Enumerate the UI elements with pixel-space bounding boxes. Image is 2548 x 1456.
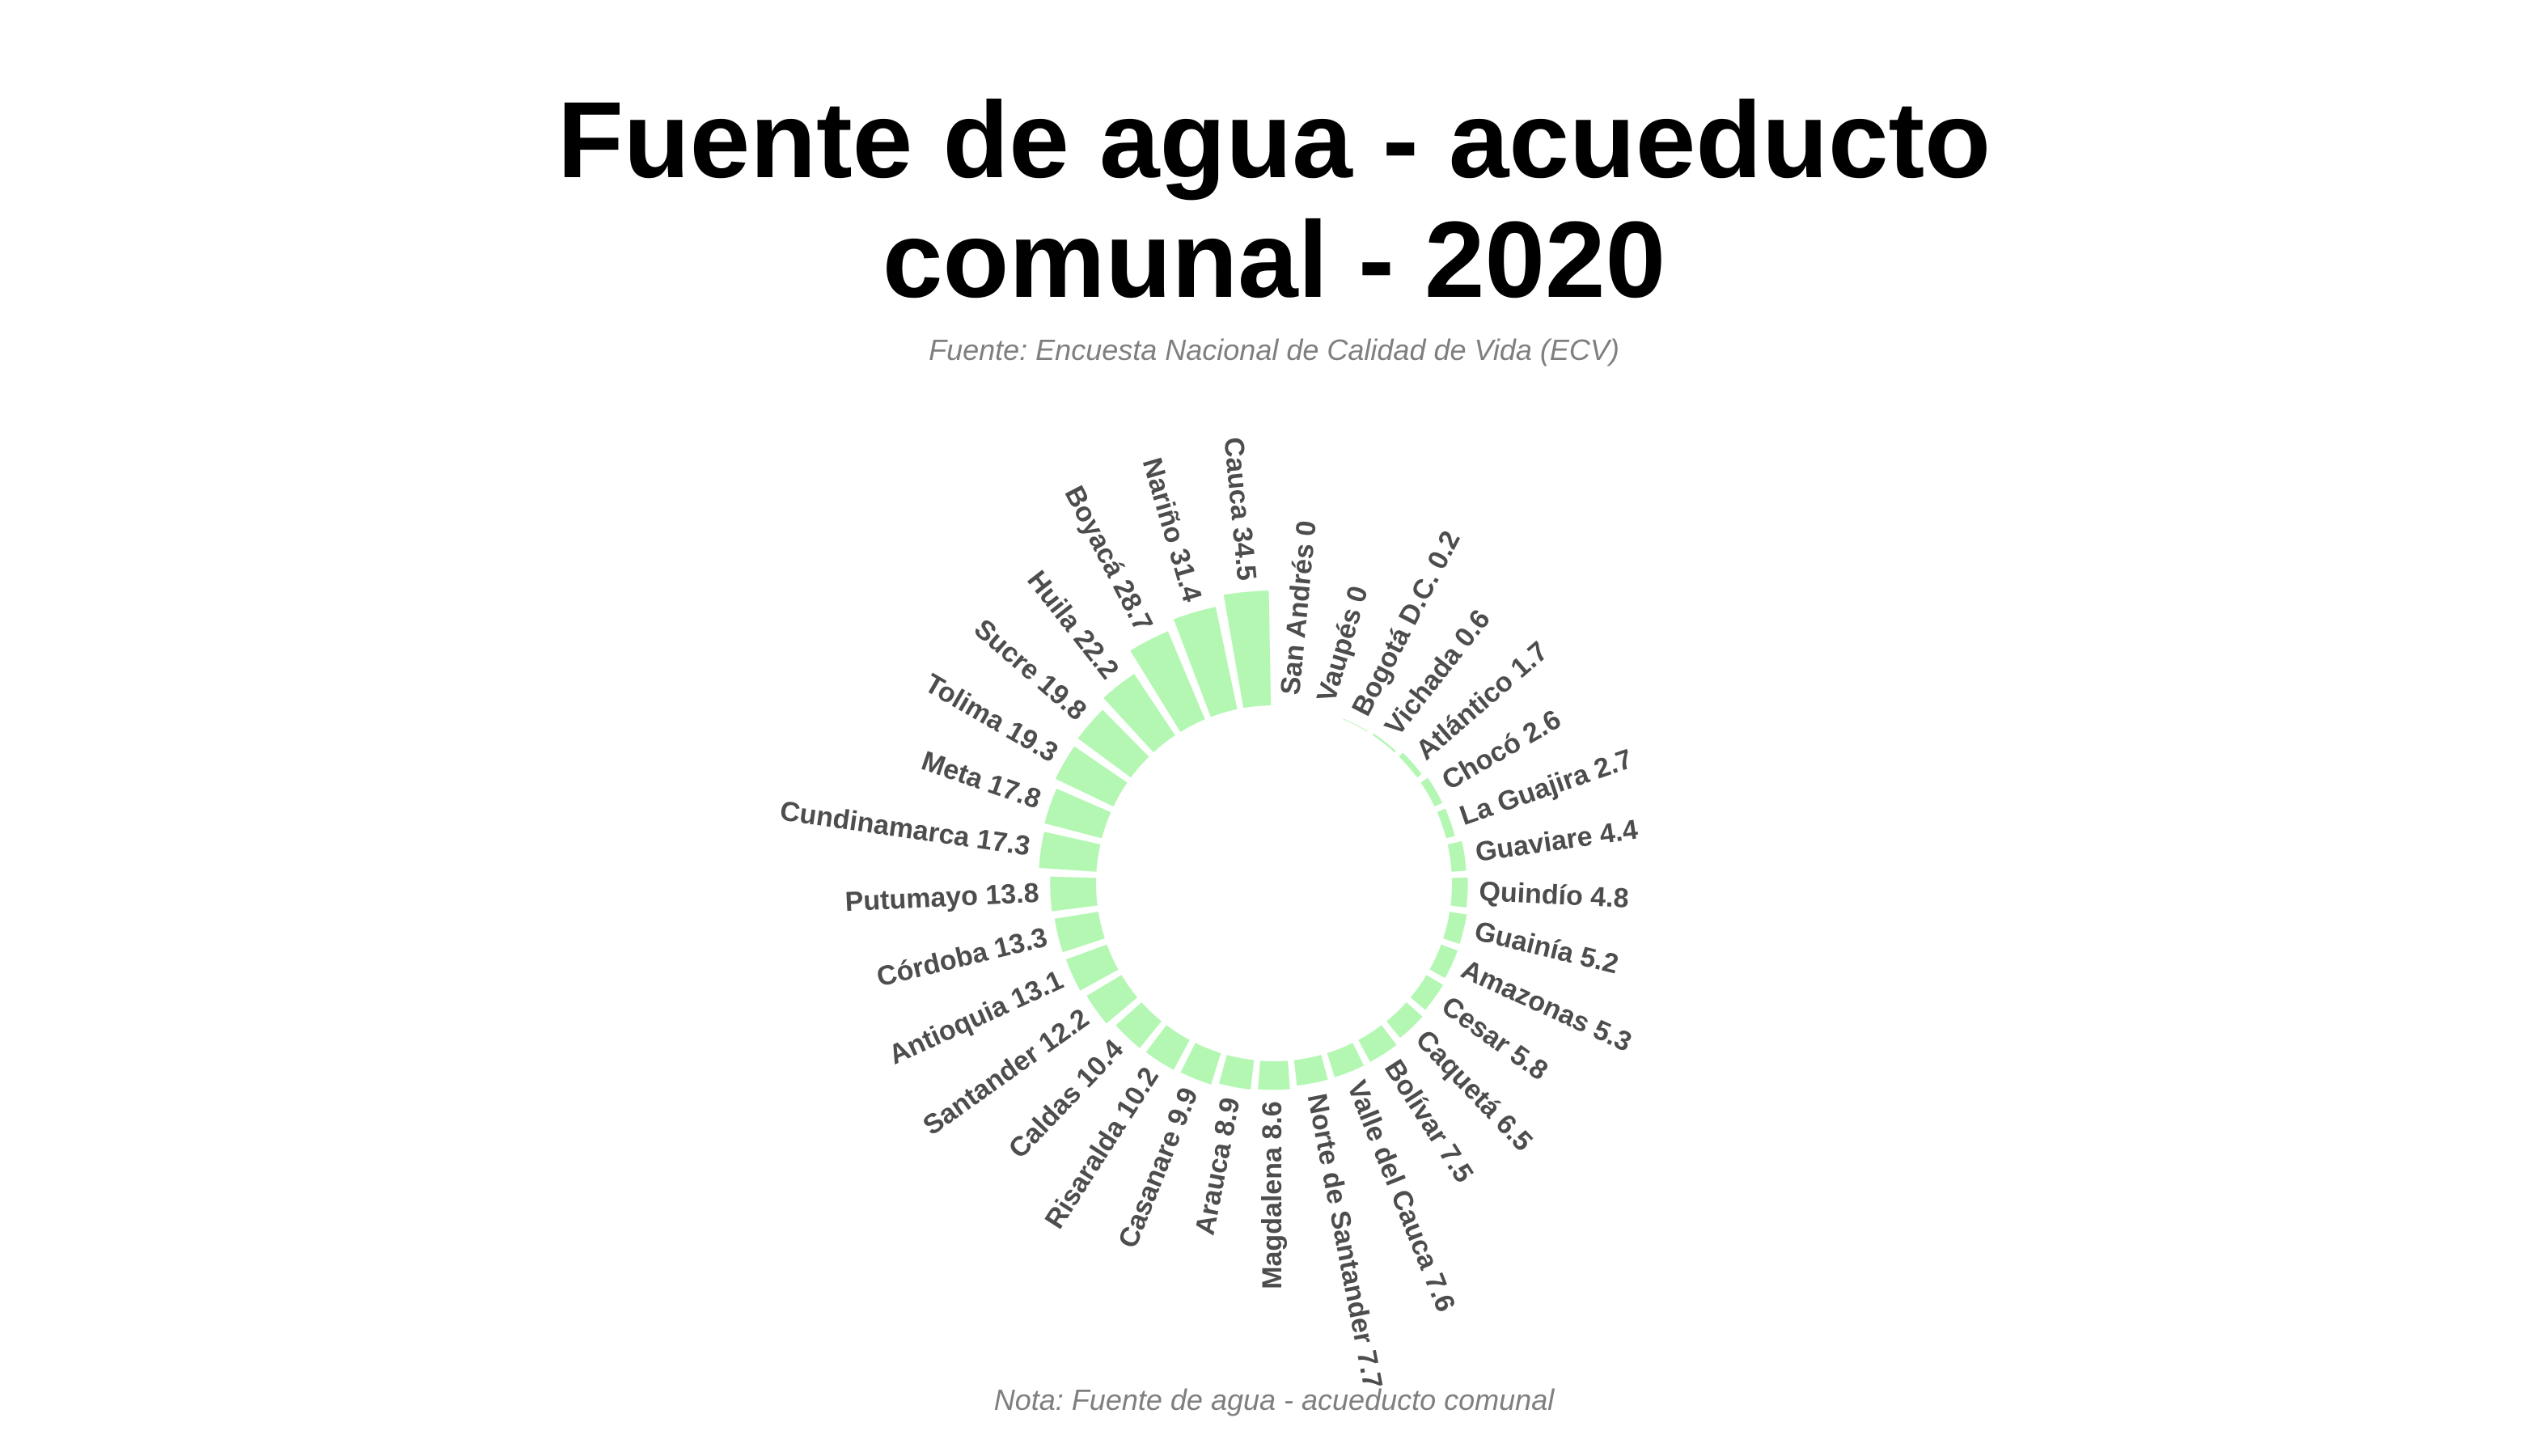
bar-la-guajira [1437,808,1455,839]
bar-bogotá-d-c- [1343,718,1369,732]
bar-caldas [1115,1001,1162,1048]
bar-atlántico [1399,752,1422,778]
chart-title-line-2: comunal - 2020 [882,200,1666,320]
bar-guainía [1443,912,1467,944]
bar-cesar [1410,975,1444,1010]
bar-chocó [1420,777,1443,807]
chart-subtitle: Fuente: Encuesta Nacional de Calidad de … [929,333,1619,366]
bar-label: Arauca 8.9 [1190,1095,1246,1238]
bar-valle-del-cauca [1327,1043,1365,1077]
bar-cundinamarca [1039,832,1101,872]
bar-risaralda [1145,1025,1190,1070]
bar-arauca [1219,1055,1255,1090]
bar-tolima [1055,746,1128,807]
bar-label: Magdalena 8.6 [1257,1101,1288,1289]
bar-meta [1044,788,1111,839]
bar-guaviare [1447,840,1467,872]
bar-label: Cundinamarca 17.3 [778,795,1032,861]
bar-label: Quindío 4.8 [1479,876,1630,914]
bar-antioquia [1065,944,1119,991]
bar-label: Putumayo 13.8 [844,878,1040,917]
bar-bolívar [1358,1025,1397,1062]
bar-caquetá [1386,1001,1423,1039]
bar-amazonas [1429,944,1458,979]
bar-nariño [1173,607,1238,717]
bar-huila [1103,674,1175,753]
bar-cauca [1223,590,1272,709]
bar-sucre [1077,709,1149,778]
bar-quindío [1450,877,1468,908]
bars-layer [1039,590,1468,1090]
chart-title-text: Fuente de agua - acueducto comunal - 2020 [557,80,1991,320]
bar-santander [1086,975,1138,1024]
chart-title-line-1: Fuente de agua - acueducto [557,80,1991,201]
bar-boyacá [1130,631,1205,732]
bar-label: Meta 17.8 [917,746,1044,815]
bar-label: Cauca 34.5 [1217,436,1262,582]
bar-vichada [1373,733,1396,753]
bar-label: Nariño 31.4 [1136,455,1208,606]
chart-caption: Nota: Fuente de agua - acueducto comunal [993,1383,1555,1416]
bar-magdalena [1258,1060,1290,1090]
bar-norte-de-santander [1293,1055,1328,1086]
bar-putumayo [1050,876,1098,912]
bar-label: San Andrés 0 [1275,519,1322,696]
chart-title: Fuente de agua - acueducto comunal - 2020 [0,81,2548,320]
bar-label: Guaviare 4.4 [1474,815,1640,868]
bar-casanare [1180,1043,1221,1085]
bar-córdoba [1054,912,1105,953]
